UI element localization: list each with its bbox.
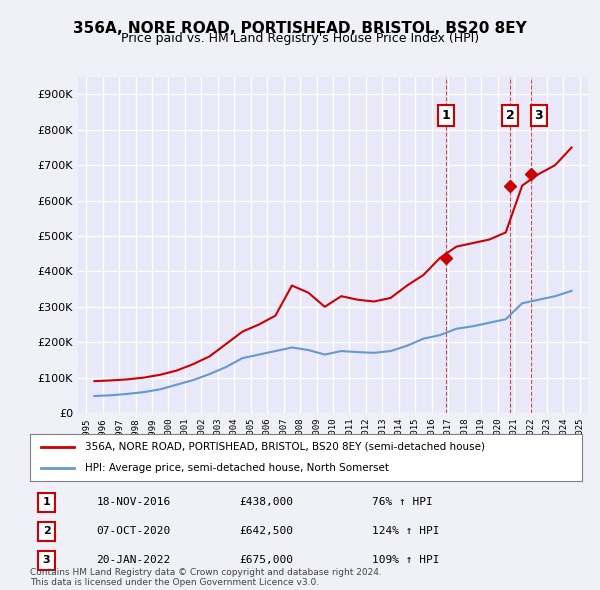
Text: 20-JAN-2022: 20-JAN-2022 xyxy=(96,555,170,565)
Text: 07-OCT-2020: 07-OCT-2020 xyxy=(96,526,170,536)
Text: 1: 1 xyxy=(43,497,50,507)
Text: 1: 1 xyxy=(442,109,451,122)
Text: 76% ↑ HPI: 76% ↑ HPI xyxy=(372,497,433,507)
Text: 3: 3 xyxy=(535,109,543,122)
Text: 356A, NORE ROAD, PORTISHEAD, BRISTOL, BS20 8EY: 356A, NORE ROAD, PORTISHEAD, BRISTOL, BS… xyxy=(73,21,527,35)
Text: 2: 2 xyxy=(43,526,50,536)
Text: Contains HM Land Registry data © Crown copyright and database right 2024.
This d: Contains HM Land Registry data © Crown c… xyxy=(30,568,382,587)
Text: 18-NOV-2016: 18-NOV-2016 xyxy=(96,497,170,507)
Text: £438,000: £438,000 xyxy=(240,497,294,507)
Text: Price paid vs. HM Land Registry's House Price Index (HPI): Price paid vs. HM Land Registry's House … xyxy=(121,32,479,45)
Text: 109% ↑ HPI: 109% ↑ HPI xyxy=(372,555,440,565)
Text: £675,000: £675,000 xyxy=(240,555,294,565)
Text: 124% ↑ HPI: 124% ↑ HPI xyxy=(372,526,440,536)
Text: 356A, NORE ROAD, PORTISHEAD, BRISTOL, BS20 8EY (semi-detached house): 356A, NORE ROAD, PORTISHEAD, BRISTOL, BS… xyxy=(85,442,485,452)
Text: 2: 2 xyxy=(506,109,515,122)
Text: HPI: Average price, semi-detached house, North Somerset: HPI: Average price, semi-detached house,… xyxy=(85,463,389,473)
Text: 3: 3 xyxy=(43,555,50,565)
Text: £642,500: £642,500 xyxy=(240,526,294,536)
